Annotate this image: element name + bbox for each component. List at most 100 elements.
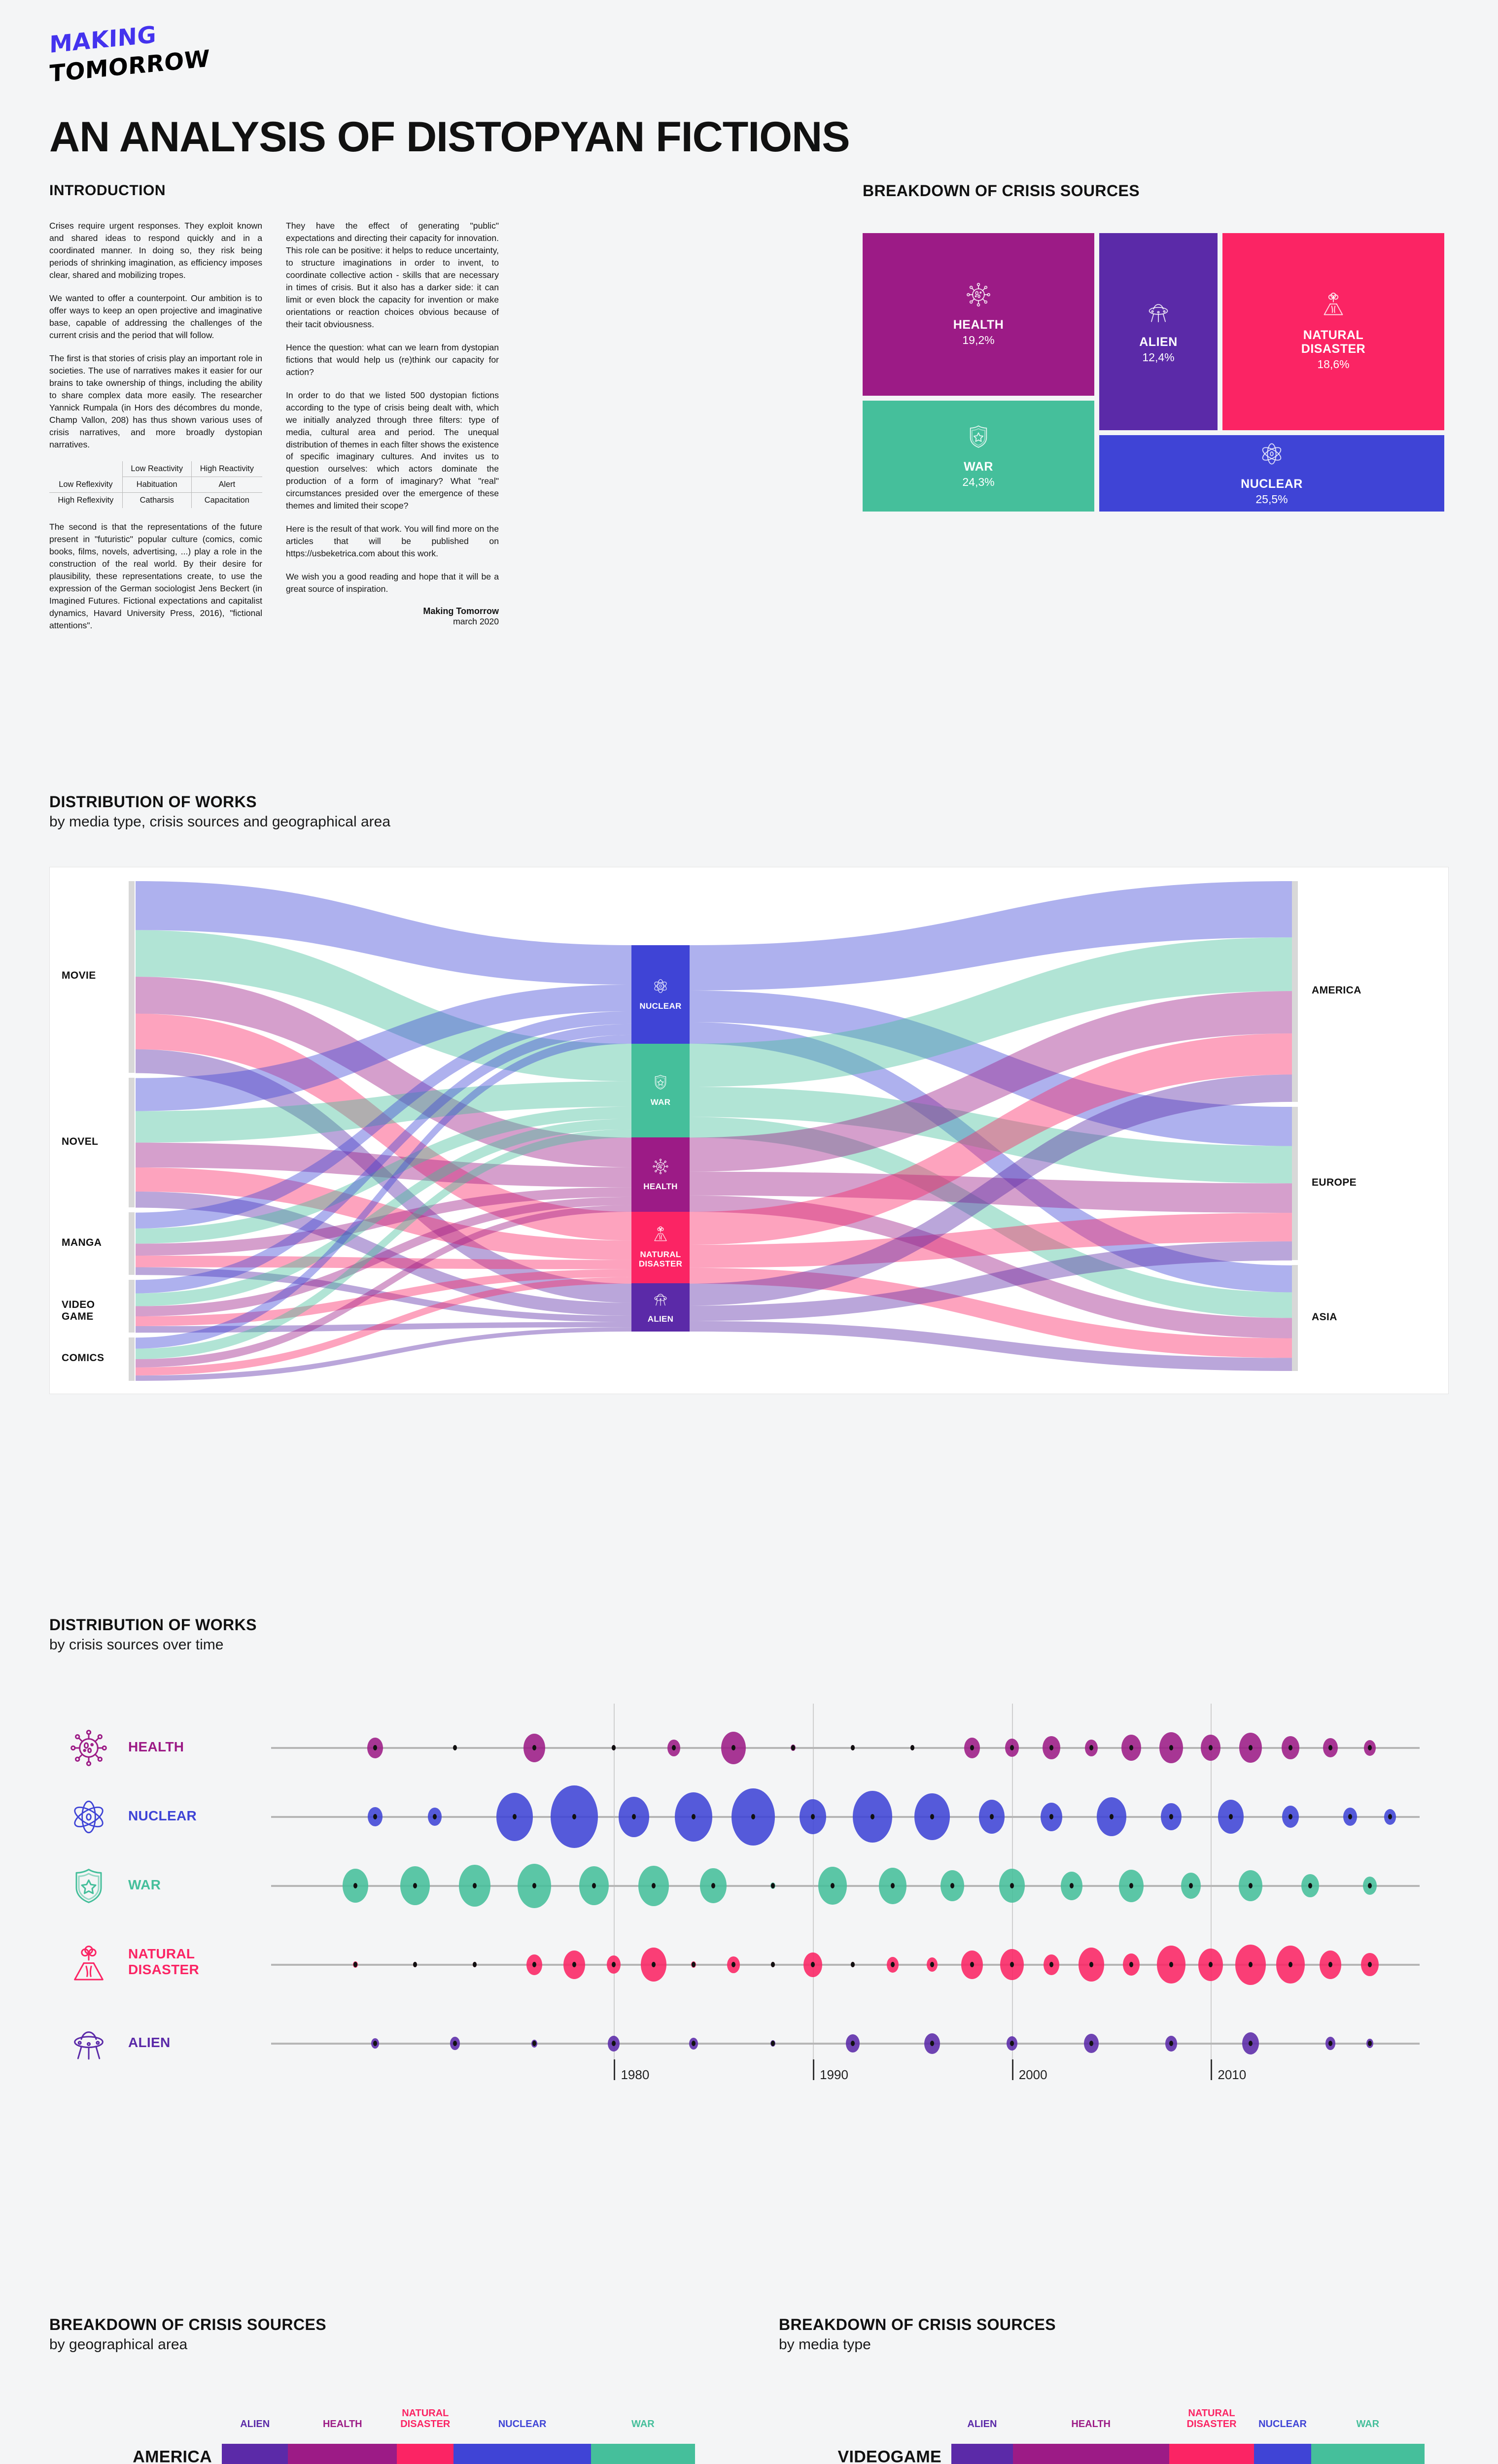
sankey-left-node[interactable] <box>129 881 135 1073</box>
volcano-icon <box>69 1945 108 1987</box>
shield-icon <box>69 1866 108 1908</box>
stacked-bar-row: VIDEOGAME <box>779 2430 1449 2464</box>
stacked-bar-segment-natural-disaster[interactable] <box>1169 2443 1254 2464</box>
timeline-bubble-center-dot <box>890 1961 895 1967</box>
timeline-bubble-center-dot <box>612 1745 616 1750</box>
timeline-bubble-center-dot <box>1010 2040 1014 2046</box>
treemap-tile-label: NATURAL DISASTER <box>1301 328 1366 356</box>
crisis-over-time-bubble-chart: 1980 1990 2000 2010 HEALTH NUCLEAR WAR NATURAL D… <box>49 1689 1449 2122</box>
signature-date: march 2020 <box>453 616 499 627</box>
treemap-tile-value: 24,3% <box>962 475 995 488</box>
treemap-tile-natural-disaster[interactable]: NATURAL DISASTER 18,6% <box>1222 233 1444 431</box>
sankey-middle-label: WAR <box>650 1097 671 1107</box>
treemap-tile-health[interactable]: HEALTH 19,2% <box>863 233 1094 396</box>
legend-item-war: WAR <box>1356 2419 1380 2430</box>
timeline-bubble-center-dot <box>652 1961 656 1967</box>
volcano-icon <box>1321 292 1346 328</box>
sankey-right-label: EUROPE <box>1312 1176 1357 1188</box>
timeline-bubble-center-dot <box>1129 1961 1133 1967</box>
legend-item-natural-disaster: NATURAL DISASTER <box>1186 2407 1237 2430</box>
timeline-series-axis <box>271 1815 1420 1818</box>
intro-paragraph: The first is that stories of crisis play… <box>49 353 262 449</box>
stacked-bar-segment-nuclear[interactable] <box>453 2443 591 2464</box>
stacked-bar-segment-nuclear[interactable] <box>1254 2443 1311 2464</box>
treemap-tile-alien[interactable]: ALIEN 12,4% <box>1099 233 1218 431</box>
stacked-bar-segment-health[interactable] <box>288 2443 397 2464</box>
sankey-right-node[interactable] <box>1292 1265 1298 1371</box>
timeline-series-label: WAR <box>128 1877 161 1892</box>
crisis-sources-treemap: HEALTH 19,2% ALIEN 12,4% NATURAL DISASTER 18,6… <box>863 233 1444 512</box>
timeline-bubble-center-dot <box>1328 2040 1332 2046</box>
signature-name: Making Tomorrow <box>423 606 499 616</box>
matrix-corner <box>49 461 122 477</box>
timeline-bubble-center-dot <box>850 2040 855 2046</box>
stacked-bar-segment-alien[interactable] <box>222 2443 288 2464</box>
legend-item-health: HEALTH <box>1071 2419 1111 2430</box>
volcano-icon <box>652 1226 669 1245</box>
timeline-bubble-center-dot <box>1368 1882 1372 1888</box>
timeline-bubble-center-dot <box>1049 1814 1054 1819</box>
sankey-middle-node-nuclear[interactable]: NUCLEAR <box>631 945 690 1044</box>
timeline-bubble-center-dot <box>572 1961 576 1967</box>
geo-stacked-bars: ALIEN HEALTH NATURAL DISASTER NUCLEAR WAR AMER… <box>49 2390 720 2464</box>
timeline-axis-tick <box>614 2059 616 2080</box>
sankey-middle-node-natural-disaster[interactable]: NATURAL DISASTER <box>631 1211 690 1284</box>
stacked-bar-segment-war[interactable] <box>1311 2443 1425 2464</box>
timeline-year-label: 1990 <box>820 2067 848 2082</box>
sankey-left-node[interactable] <box>129 1279 135 1333</box>
timeline-bubble-center-dot <box>413 1961 417 1967</box>
treemap-tile-war[interactable]: WAR 24,3% <box>863 401 1094 512</box>
sankey-right-node[interactable] <box>1292 1106 1298 1261</box>
brand-logo: MAKING TOMORROW <box>49 21 217 93</box>
timeline-bubble-center-dot <box>1169 1745 1173 1750</box>
sankey-left-node[interactable] <box>129 1078 135 1208</box>
timeline-series-label: ALIEN <box>128 2034 171 2050</box>
stacked-bar-segment-health[interactable] <box>1012 2443 1169 2464</box>
timeline-bubble-center-dot <box>652 1882 656 1888</box>
intro-paragraph: In order to do that we listed 500 dystop… <box>286 390 499 511</box>
timeline-bubble-center-dot <box>791 1745 795 1750</box>
sankey-left-node[interactable] <box>129 1337 135 1381</box>
stacked-bar-segment-natural-disaster[interactable] <box>397 2443 454 2464</box>
timeline-bubble-center-dot <box>1348 1814 1352 1819</box>
timeline-bubble-center-dot <box>512 1814 517 1819</box>
timeline-bubble-center-dot <box>691 1961 696 1967</box>
timeline-bubble-center-dot <box>453 2040 457 2046</box>
media-stacked-bars: ALIEN HEALTH NATURAL DISASTER NUCLEAR WAR VIDE… <box>779 2390 1449 2464</box>
sankey-middle-node-alien[interactable]: ALIEN <box>631 1283 690 1332</box>
legend-item-nuclear: NUCLEAR <box>498 2419 547 2430</box>
timeline-bubble-center-dot <box>1249 1961 1253 1967</box>
sankey-middle-node-health[interactable]: HEALTH <box>631 1137 690 1212</box>
timeline-bubble-center-dot <box>850 1961 855 1967</box>
stacked-bar-segment-war[interactable] <box>591 2443 695 2464</box>
timeline-bubble-center-dot <box>1010 1882 1014 1888</box>
timeline-bubble-center-dot <box>612 1961 616 1967</box>
stacked-bar-row-label: AMERICA <box>133 2447 212 2464</box>
timeline-bubble-center-dot <box>871 1814 875 1819</box>
timeline-series-label: NATURAL DISASTER <box>128 1946 199 1977</box>
stacked-bar-segment-alien[interactable] <box>951 2443 1013 2464</box>
timeline-bubble-center-dot <box>1049 1745 1054 1750</box>
treemap-tile-value: 19,2% <box>962 334 995 347</box>
treemap-tile-nuclear[interactable]: NUCLEAR 25,5% <box>1099 435 1444 512</box>
timeline-bubble-center-dot <box>930 1961 935 1967</box>
sankey-right-node[interactable] <box>1292 881 1298 1102</box>
geo-breakdown-title: BREAKDOWN OF CRISIS SOURCES <box>49 2316 326 2333</box>
shield-icon <box>966 424 991 460</box>
treemap-tile-value: 18,6% <box>1317 358 1350 371</box>
media-breakdown-title: BREAKDOWN OF CRISIS SOURCES <box>779 2316 1056 2333</box>
sankey-subtitle: by media type, crisis sources and geogra… <box>49 814 391 830</box>
treemap-tile-label: WAR <box>964 459 993 474</box>
matrix-cell: Catharsis <box>122 492 192 509</box>
timeline-series-label: NUCLEAR <box>128 1808 197 1823</box>
timeline-bubble-center-dot <box>532 2040 536 2046</box>
intro-paragraph: Here is the result of that work. You wil… <box>286 524 499 559</box>
atom-icon <box>69 1797 108 1839</box>
timeline-bubble-center-dot <box>1328 1961 1332 1967</box>
sankey-left-label: MOVIE <box>62 970 96 982</box>
sankey-left-label: COMICS <box>62 1352 105 1364</box>
shield-icon <box>652 1074 669 1093</box>
sankey-middle-node-war[interactable]: WAR <box>631 1043 690 1138</box>
timeline-bubble-center-dot <box>930 2040 935 2046</box>
sankey-left-node[interactable] <box>129 1212 135 1275</box>
